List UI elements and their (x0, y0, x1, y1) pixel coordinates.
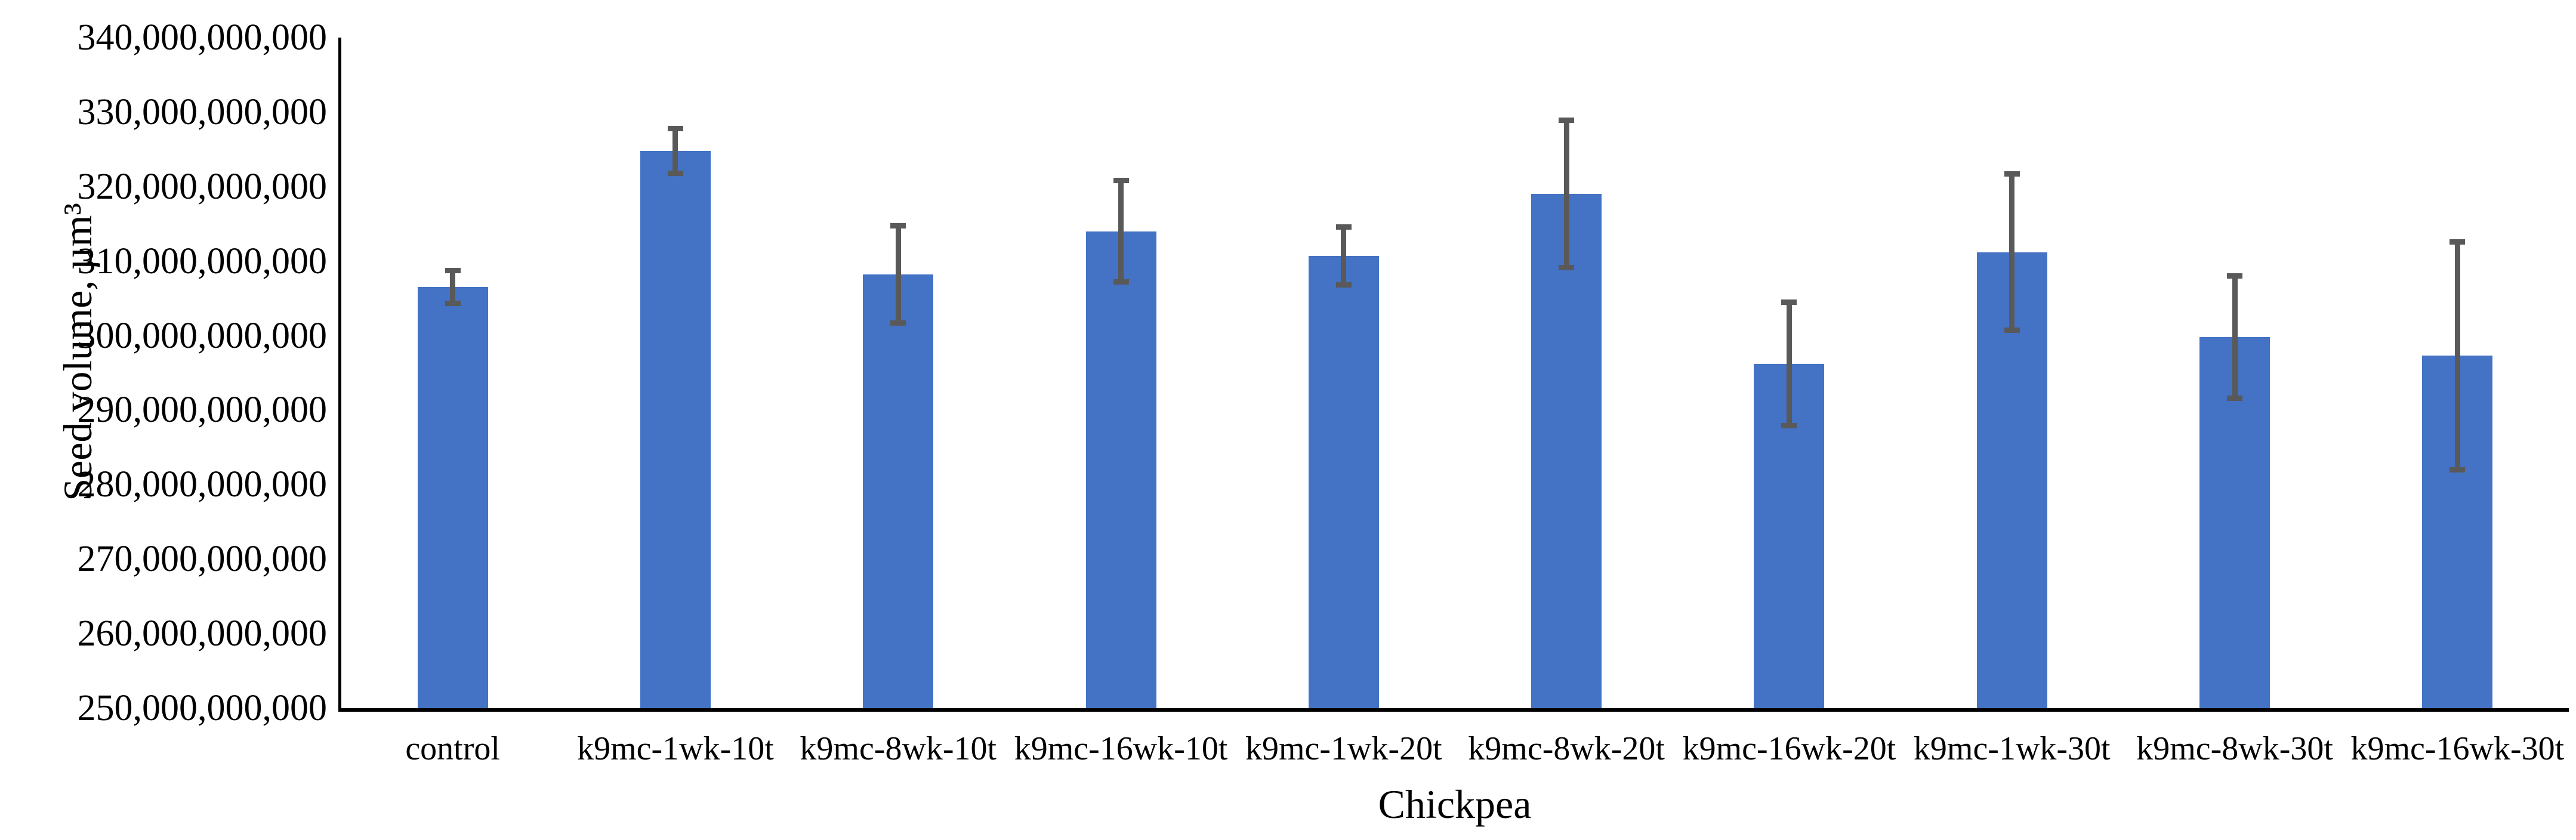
error-bar-bottom-cap (2004, 328, 2020, 333)
error-bar-line (2454, 242, 2460, 470)
error-bar-top-cap (2227, 273, 2243, 279)
bar-k9mc-8wk-20t (1531, 194, 1602, 708)
error-bar-line (1786, 302, 1792, 426)
y-axis-line (338, 38, 341, 712)
y-tick-label: 250,000,000,000 (77, 688, 328, 728)
bar-control (417, 287, 488, 708)
error-bar-top-cap (1781, 299, 1797, 305)
x-tick-label: k9mc-8wk-20t (1468, 730, 1665, 767)
y-tick-label: 310,000,000,000 (77, 240, 328, 282)
x-tick-label: control (405, 730, 500, 767)
x-axis-line (338, 708, 2569, 712)
y-tick-label: 260,000,000,000 (77, 613, 328, 654)
x-tick-label: k9mc-8wk-30t (2136, 730, 2333, 767)
x-tick-label: k9mc-1wk-10t (577, 730, 774, 767)
error-bar-bottom-cap (1559, 265, 1575, 271)
error-bar-bottom-cap (2449, 467, 2466, 472)
error-bar-bottom-cap (1335, 282, 1352, 288)
y-tick-label: 300,000,000,000 (77, 315, 328, 356)
bar-k9mc-1wk-20t (1308, 255, 1379, 708)
y-tick-label: 290,000,000,000 (77, 390, 328, 431)
error-bar-line (895, 226, 901, 323)
x-tick-label: k9mc-16wk-10t (1014, 730, 1228, 767)
error-bar-bottom-cap (2227, 395, 2243, 401)
bar-k9mc-16wk-10t (1085, 231, 1156, 708)
x-tick-label: k9mc-8wk-10t (800, 730, 997, 767)
y-tick-label: 330,000,000,000 (77, 91, 328, 132)
error-bar-top-cap (2449, 239, 2466, 245)
error-bar-top-cap (890, 223, 906, 229)
y-tick-label: 320,000,000,000 (77, 166, 328, 207)
x-tick-label: k9mc-16wk-30t (2350, 730, 2565, 767)
error-bar-line (2009, 174, 2015, 331)
y-tick-label: 340,000,000,000 (77, 17, 328, 58)
error-bar-top-cap (667, 125, 683, 131)
error-bar-line (1563, 120, 1569, 268)
error-bar-bottom-cap (890, 320, 906, 326)
y-tick-label: 270,000,000,000 (77, 539, 328, 580)
error-bar-line (1341, 227, 1347, 285)
error-bar-top-cap (445, 268, 461, 274)
x-tick-label: k9mc-1wk-20t (1245, 730, 1442, 767)
error-bar-bottom-cap (445, 301, 461, 307)
error-bar-bottom-cap (667, 170, 683, 176)
error-bar-bottom-cap (1781, 423, 1797, 429)
x-tick-label: k9mc-1wk-30t (1913, 730, 2111, 767)
error-bar-top-cap (1113, 178, 1129, 184)
bar-k9mc-1wk-10t (640, 150, 711, 708)
error-bar-top-cap (2004, 171, 2020, 177)
error-bar-line (672, 128, 678, 174)
error-bar-line (2232, 276, 2238, 399)
x-axis-title: Chickpea (1378, 782, 1532, 827)
error-bar-top-cap (1559, 118, 1575, 123)
error-bar-line (450, 270, 456, 304)
y-tick-label: 280,000,000,000 (77, 464, 328, 505)
error-bar-top-cap (1335, 224, 1352, 230)
error-bar-bottom-cap (1113, 279, 1129, 285)
bar-k9mc-8wk-10t (863, 274, 934, 708)
error-bar-line (1118, 180, 1124, 282)
x-tick-label: k9mc-16wk-20t (1682, 730, 1896, 767)
